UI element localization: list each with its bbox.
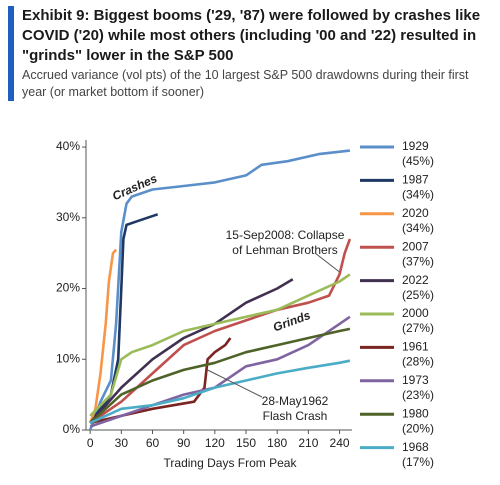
x-tick-label: 180	[267, 436, 287, 450]
legend-note: (27%)	[402, 321, 434, 335]
legend-label: 1961	[402, 340, 429, 354]
legend-label: 1980	[402, 406, 429, 420]
series-line	[89, 213, 159, 424]
annotation-text: Grinds	[271, 308, 312, 334]
annotation-arrow	[314, 252, 340, 273]
x-tick-label: 150	[236, 436, 256, 450]
legend-note: (23%)	[402, 388, 434, 402]
annotation-text: Flash Crash	[263, 409, 328, 423]
series-line	[89, 278, 294, 424]
legend-note: (28%)	[402, 355, 434, 369]
series-line	[89, 273, 351, 417]
legend-label: 1929	[402, 139, 429, 153]
annotation-arrow	[207, 369, 263, 398]
legend-label: 1987	[402, 173, 429, 187]
chart-title: Exhibit 9: Biggest booms ('29, '87) were…	[22, 7, 481, 64]
annotation-text: Crashes	[110, 171, 159, 203]
annotation-text: 28-May1962	[262, 394, 329, 408]
legend-note: (37%)	[402, 254, 434, 268]
annotation-text: of Lehman Brothers	[232, 243, 337, 257]
legend-note: (25%)	[402, 288, 434, 302]
legend-label: 2022	[402, 273, 429, 287]
series-line	[89, 327, 351, 424]
legend-note: (17%)	[402, 455, 434, 469]
x-axis-label: Trading Days From Peak	[164, 456, 298, 470]
header: Exhibit 9: Biggest booms ('29, '87) were…	[8, 6, 492, 101]
x-tick-label: 120	[205, 436, 225, 450]
series-line	[89, 359, 351, 425]
x-tick-label: 240	[330, 436, 350, 450]
series-line	[89, 238, 352, 424]
legend-note: (34%)	[402, 221, 434, 235]
legend-label: 2020	[402, 206, 429, 220]
y-tick-label: 30%	[56, 210, 80, 224]
annotation-text: 15-Sep2008: Collapse	[226, 228, 345, 242]
x-tick-label: 210	[298, 436, 318, 450]
y-tick-label: 20%	[56, 281, 80, 295]
x-tick-label: 90	[177, 436, 191, 450]
series-line	[88, 149, 351, 431]
y-tick-label: 40%	[56, 139, 80, 153]
legend-label: 1973	[402, 373, 429, 387]
legend-note: (20%)	[402, 421, 434, 435]
x-tick-label: 30	[115, 436, 129, 450]
legend-label: 2007	[402, 239, 429, 253]
chart-subtitle: Accrued variance (vol pts) of the 10 lar…	[22, 68, 469, 99]
x-tick-label: 60	[146, 436, 160, 450]
legend-note: (34%)	[402, 188, 434, 202]
legend-note: (45%)	[402, 154, 434, 168]
series-line	[89, 337, 232, 425]
annotation: Grinds	[271, 308, 312, 334]
y-tick-label: 10%	[56, 351, 80, 365]
y-tick-label: 0%	[63, 422, 81, 436]
annotation: Crashes	[110, 171, 159, 203]
x-tick-label: 0	[87, 436, 94, 450]
legend-label: 2000	[402, 306, 429, 320]
legend-label: 1968	[402, 440, 429, 454]
